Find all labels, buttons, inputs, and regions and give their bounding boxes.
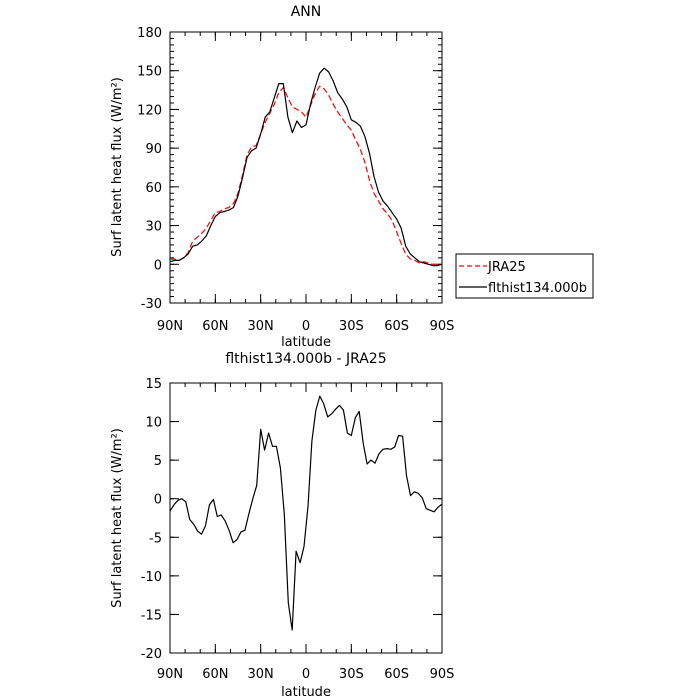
panel2-ytick-label: -10	[141, 570, 162, 585]
panel1-xtick-label: 60N	[202, 319, 228, 334]
legend: JRA25 flthist134.000b	[455, 253, 594, 299]
panel1-ytick-label: 120	[137, 103, 162, 118]
panel2-xtick-label: 90S	[430, 667, 455, 682]
panel2-y-tick-labels: 15 10 5 0 -5 -10 -15 -20	[141, 377, 162, 662]
panel2-series	[169, 395, 443, 631]
panel2-xtick-label: 0	[302, 667, 310, 682]
panel2-xtick-label: 30S	[339, 667, 364, 682]
panel1-title: ANN	[291, 4, 322, 20]
panel1-x-tick-labels: 90N 60N 30N 0 30S 60S 90S	[157, 319, 455, 334]
panel1-xtick-label: 90S	[430, 319, 455, 334]
panel2-ticks	[169, 382, 443, 654]
panel1-series-line-flthist134-000b	[169, 67, 443, 267]
panel1-frame	[169, 31, 443, 304]
panel2-ytick-label: 0	[154, 493, 162, 508]
panel-ann: ANN 180 150 120 90 60 30 0 -30 90N 60N 30N 0 30S 60S…	[110, 4, 454, 350]
panel-difference: flthist134.000b - JRA25 15 10 5 0 -5 -10 -15 -2…	[110, 351, 454, 700]
panel2-title: flthist134.000b - JRA25	[225, 351, 386, 367]
panel1-ytick-label: 90	[145, 142, 162, 157]
legend-label-jra25: JRA25	[487, 260, 526, 275]
panel1-ticks	[169, 31, 443, 304]
panel1-ytick-label: 150	[137, 65, 162, 80]
panel2-ytick-label: 5	[154, 454, 162, 469]
panel1-series	[169, 67, 443, 267]
panel2-ytick-label: -15	[141, 608, 162, 623]
panel1-xtick-label: 90N	[157, 319, 183, 334]
panel2-frame	[169, 382, 443, 654]
panel2-xtick-label: 30N	[248, 667, 274, 682]
panel1-xtick-label: 0	[302, 319, 310, 334]
panel2-xtick-label: 60S	[384, 667, 409, 682]
panel1-ytick-label: -30	[141, 297, 162, 312]
panel1-y-axis-title: Surf latent heat flux (W/m²)	[110, 77, 125, 257]
panel2-ytick-label: -20	[141, 647, 162, 662]
panel1-xtick-label: 30N	[248, 319, 274, 334]
legend-label-flthist: flthist134.000b	[488, 281, 587, 296]
panel1-ytick-label: 60	[145, 181, 162, 196]
panel2-xtick-label: 60N	[202, 667, 228, 682]
panel2-y-axis-title: Surf latent heat flux (W/m²)	[110, 428, 125, 608]
panel1-ytick-label: 0	[154, 258, 162, 273]
panel1-xtick-label: 60S	[384, 319, 409, 334]
panel2-xtick-label: 90N	[157, 667, 183, 682]
panel2-x-tick-labels: 90N 60N 30N 0 30S 60S 90S	[157, 667, 455, 682]
panel1-ytick-label: 30	[145, 220, 162, 235]
panel1-x-axis-title: latitude	[281, 335, 331, 350]
panel2-ytick-label: 10	[145, 416, 162, 431]
panel2-x-axis-title: latitude	[281, 685, 331, 700]
panel2-series-line-diff	[169, 395, 443, 631]
panel1-series-line-jra25	[170, 85, 442, 265]
panel1-y-tick-labels: 180 150 120 90 60 30 0 -30	[137, 26, 162, 312]
panel2-ytick-label: 15	[145, 377, 162, 392]
panel2-ytick-label: -5	[149, 531, 162, 546]
legend-box	[455, 253, 594, 299]
panel1-xtick-label: 30S	[339, 319, 364, 334]
panel1-ytick-label: 180	[137, 26, 162, 41]
